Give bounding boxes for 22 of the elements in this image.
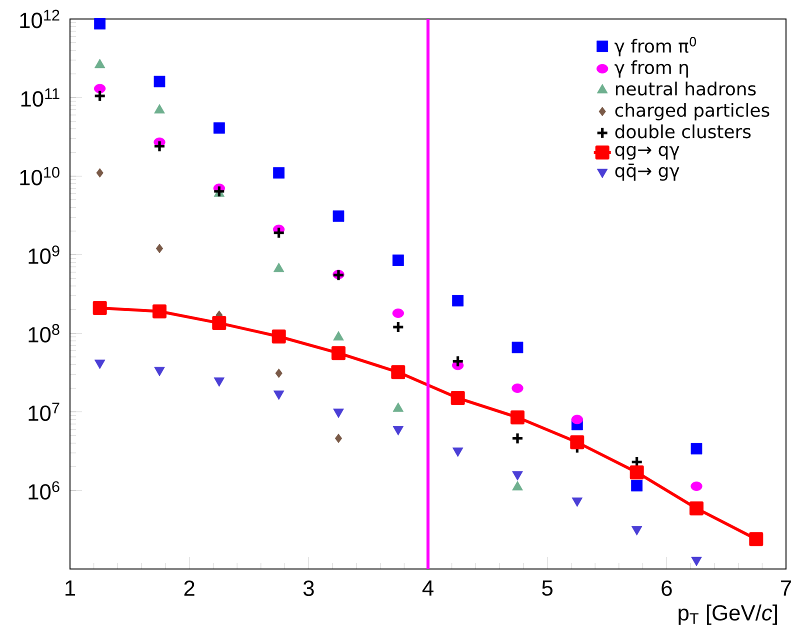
legend-label: γ from η: [614, 60, 688, 78]
legend-label: charged particles: [615, 103, 770, 120]
x-tick-label: 7: [781, 580, 792, 596]
y-tick-label: 10$^{11}$: [21, 88, 60, 107]
y-tick-label: 10$^{6}$: [28, 481, 60, 500]
x-tick-label: 4: [422, 580, 434, 596]
y-tick-label: 10$^{7}$: [28, 402, 60, 421]
y-tick-label: 10$^{10}$: [20, 166, 60, 186]
y-tick-label: 10$^{9}$: [28, 245, 60, 264]
legend-label: neutral hadrons: [616, 82, 756, 96]
legend-label: double clusters: [615, 124, 751, 138]
x-tick-label: 6: [662, 580, 672, 596]
x-tick-label: 1: [66, 580, 76, 596]
x-tick-label: 3: [303, 580, 314, 596]
legend-label: qq̄→ gγ: [615, 164, 680, 181]
x-axis-title: p$_{T}$ [GeV/c]: [678, 604, 777, 625]
legend-label: qg→ qγ: [615, 146, 680, 160]
y-tick-label: 10$^{8}$: [28, 324, 60, 342]
legend-label: γ from π$^{0}$: [614, 36, 696, 56]
y-tick-label: 10$^{12}$: [20, 10, 60, 28]
x-tick-label: 2: [184, 580, 194, 596]
x-tick-label: 5: [542, 580, 553, 596]
